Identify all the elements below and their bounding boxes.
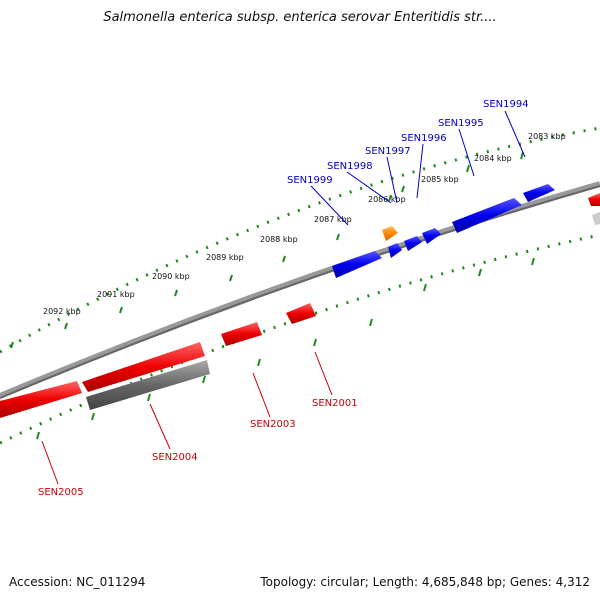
gene-arrow-sen1997[interactable] (404, 236, 422, 251)
leader-lines-forward (310, 110, 526, 226)
gene-arrow-partial-gray[interactable] (592, 212, 600, 225)
gene-label-sen2001[interactable]: SEN2001 (312, 398, 358, 409)
gene-arrow-sen1998[interactable] (388, 243, 402, 258)
gene-arrow-sen1994[interactable] (523, 184, 555, 202)
gene-label-sen1996[interactable]: SEN1996 (401, 133, 447, 144)
scale-label: 2085 kbp (421, 175, 459, 184)
genome-backbone-shade (0, 185, 600, 399)
gene-arrow-sen1995[interactable] (452, 198, 522, 233)
genome-stats-text: Topology: circular; Length: 4,685,848 bp… (260, 575, 590, 589)
gene-label-sen2003[interactable]: SEN2003 (250, 419, 296, 430)
gene-arrow-sen1999[interactable] (332, 251, 382, 278)
scale-label: 2091 kbp (97, 290, 135, 299)
forward-strand-genes (332, 184, 600, 278)
reverse-strand-genes (0, 303, 316, 418)
leader-lines-reverse (41, 351, 333, 485)
gene-label-sen1998[interactable]: SEN1998 (327, 161, 373, 172)
gene-arrow-pseudo[interactable] (86, 360, 210, 410)
genome-backbone (0, 181, 600, 399)
gene-arrow-partial-red[interactable] (588, 193, 600, 206)
scale-label: 2092 kbp (43, 307, 81, 316)
scale-label: 2084 kbp (474, 154, 512, 163)
scale-label: 2088 kbp (260, 235, 298, 244)
gene-label-sen1999[interactable]: SEN1999 (287, 175, 333, 186)
scale-label: 2090 kbp (152, 272, 190, 281)
inner-major-ticks (36, 257, 535, 440)
accession-text: Accession: NC_011294 (9, 575, 146, 589)
outer-major-ticks (10, 151, 524, 349)
gene-label-sen1997[interactable]: SEN1997 (365, 146, 411, 157)
scale-labels: 2083 kbp 2084 kbp 2085 kbp 2086 kbp 2087… (43, 132, 566, 316)
gene-labels-forward: SEN1994 SEN1995 SEN1996 SEN1997 SEN1998 … (287, 99, 529, 186)
gene-arrow-sen2003[interactable] (221, 322, 262, 346)
gene-arrow-sen2005[interactable] (0, 381, 82, 418)
gene-arrow-sen2001[interactable] (286, 303, 316, 324)
gene-arrow-sen1996[interactable] (422, 228, 441, 244)
scale-label: 2089 kbp (206, 253, 244, 262)
gene-label-sen2004[interactable]: SEN2004 (152, 452, 198, 463)
inner-scale-ring (0, 233, 600, 445)
gene-arrow-sen2004[interactable] (82, 342, 205, 392)
gene-labels-reverse: SEN2001 SEN2003 SEN2004 SEN2005 (38, 398, 358, 498)
scale-label: 2083 kbp (528, 132, 566, 141)
rna-gene-arrow[interactable] (382, 226, 398, 241)
gene-label-sen1994[interactable]: SEN1994 (483, 99, 529, 110)
page-title: Salmonella enterica subsp. enterica sero… (103, 10, 497, 25)
scale-label: 2087 kbp (314, 215, 352, 224)
gene-label-sen2005[interactable]: SEN2005 (38, 487, 84, 498)
gene-label-sen1995[interactable]: SEN1995 (438, 118, 484, 129)
